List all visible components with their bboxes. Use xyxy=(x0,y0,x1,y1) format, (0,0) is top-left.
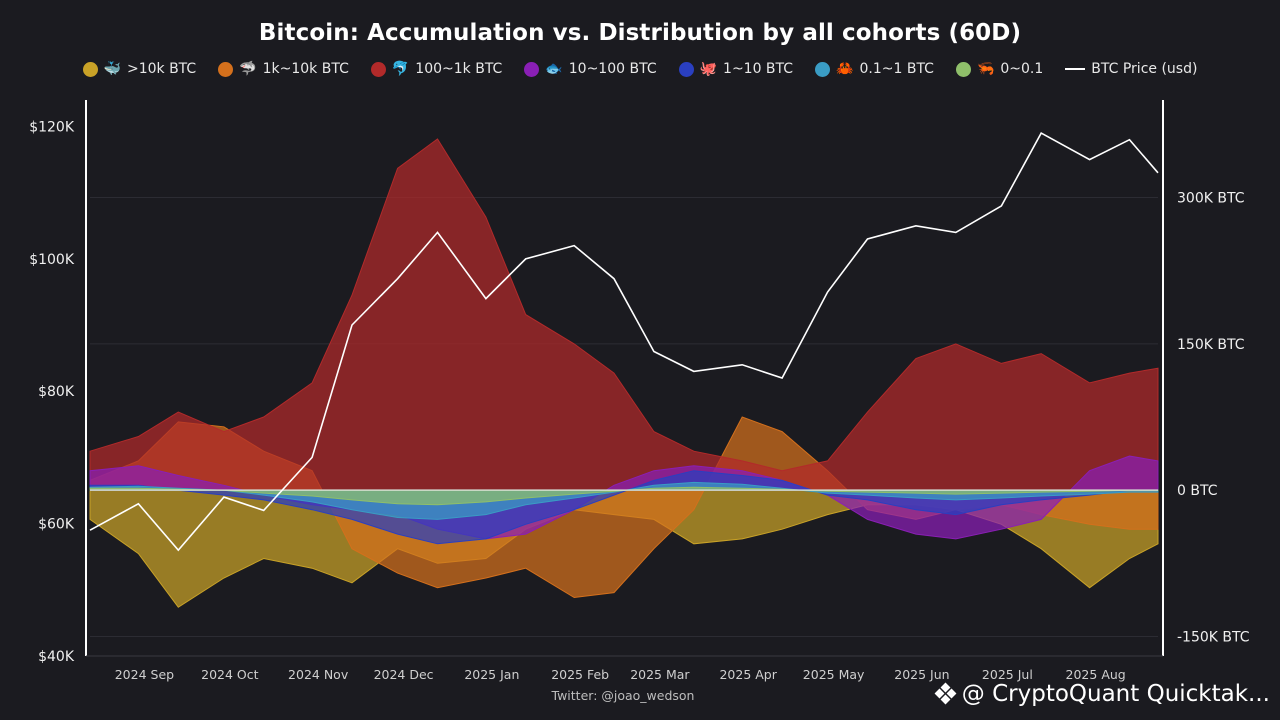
legend-swatch xyxy=(218,61,234,77)
legend-label: 1k~10k BTC xyxy=(262,61,349,77)
x-tick-label: 2025 Apr xyxy=(719,667,777,682)
legend-item-octopus[interactable]: 🐙 1~10 BTC xyxy=(678,61,794,77)
area-1-10-btc xyxy=(89,470,1159,545)
x-tick-label: 2025 Jul xyxy=(982,667,1033,682)
legend-icon: 🐬 xyxy=(391,61,410,77)
legend-item-price[interactable]: BTC Price (usd) xyxy=(1065,61,1197,77)
legend-swatch xyxy=(678,61,694,77)
left-tick-label: $80K xyxy=(38,384,75,400)
legend-item-shark[interactable]: 🦈 1k~10k BTC xyxy=(218,61,349,77)
legend-swatch xyxy=(82,61,98,77)
x-tick-label: 2025 Feb xyxy=(551,667,609,682)
legend-swatch xyxy=(524,61,540,77)
x-tick-label: 2025 Aug xyxy=(1066,667,1126,682)
x-tick-label: 2024 Nov xyxy=(288,667,349,682)
legend-label: 10~100 BTC xyxy=(568,61,657,77)
legend-item-shrimp[interactable]: 🦐 0~0.1 xyxy=(955,61,1044,77)
legend-label: 1~10 BTC xyxy=(723,61,794,77)
x-tick-label: 2025 Jan xyxy=(464,667,519,682)
legend-icon: 🦈 xyxy=(239,61,257,77)
area-100-1k-btc xyxy=(89,138,1159,491)
left-tick-label: $120K xyxy=(29,119,75,135)
legend-icon: 🐳 xyxy=(103,61,121,77)
legend-label: >10k BTC xyxy=(126,61,197,77)
legend-label: 0~0.1 xyxy=(1000,61,1044,77)
legend-item-whale[interactable]: 🐳 >10k BTC xyxy=(82,61,197,77)
legend-swatch xyxy=(815,61,831,77)
x-tick-label: 2025 Jun xyxy=(894,667,949,682)
legend-label: 0.1~1 BTC xyxy=(859,61,934,77)
legend-item-crab[interactable]: 🦀 0.1~1 BTC xyxy=(815,61,934,77)
legend-item-fish[interactable]: 🐟 10~100 BTC xyxy=(524,61,657,77)
right-tick-label: -150K BTC xyxy=(1177,629,1250,645)
credit-text: Twitter: @joao_wedson xyxy=(551,688,695,703)
right-tick-label: 0 BTC xyxy=(1177,483,1218,499)
legend-label: BTC Price (usd) xyxy=(1091,61,1198,77)
x-tick-label: 2024 Oct xyxy=(201,667,258,682)
legend-swatch xyxy=(370,61,386,77)
right-tick-label: 150K BTC xyxy=(1177,337,1245,353)
left-tick-label: $60K xyxy=(38,517,75,533)
chart-title: Bitcoin: Accumulation vs. Distribution b… xyxy=(258,20,1022,46)
legend-icon: 🐟 xyxy=(545,61,563,77)
x-tick-label: 2025 Mar xyxy=(630,667,690,682)
legend-item-dolphin[interactable]: 🐬 100~1k BTC xyxy=(370,61,503,77)
left-tick-label: $100K xyxy=(29,252,75,268)
x-tick-label: 2024 Dec xyxy=(374,667,434,682)
legend-icon: 🐙 xyxy=(699,61,718,77)
price-line xyxy=(89,132,1159,552)
series-areas xyxy=(89,138,1159,608)
brand-watermark: @ CryptoQuant Quicktak... xyxy=(934,681,1270,707)
legend-icon: 🦀 xyxy=(836,61,854,77)
legend-swatch xyxy=(955,61,971,77)
diamond-logo-icon xyxy=(934,682,957,705)
x-tick-label: 2025 May xyxy=(803,667,865,682)
price-series xyxy=(89,132,1159,552)
axes: $120K $100K $80K $60K $40K 300K BTC 150K BTC 0 … xyxy=(29,100,1250,682)
legend-label: 100~1k BTC xyxy=(415,61,503,77)
left-tick-label: $40K xyxy=(38,649,75,665)
right-tick-label: 300K BTC xyxy=(1177,191,1245,207)
x-tick-label: 2024 Sep xyxy=(115,667,174,682)
legend: 🐳 >10k BTC 🦈 1k~10k BTC 🐬 100~1k BTC 🐟 1… xyxy=(0,61,1280,77)
area-0-0-1 xyxy=(89,486,1159,506)
legend-icon: 🦐 xyxy=(976,61,995,77)
legend-price-line xyxy=(1065,68,1086,70)
brand-text: @ CryptoQuant Quicktak... xyxy=(961,681,1270,707)
